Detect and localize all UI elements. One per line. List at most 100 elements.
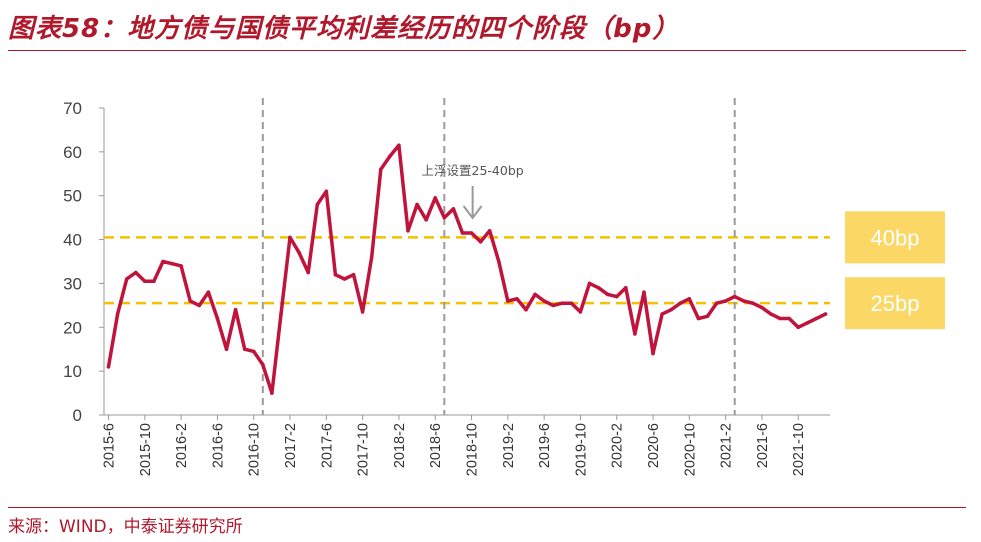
reference-lines bbox=[104, 236, 830, 305]
reference-badge bbox=[845, 211, 945, 264]
source-rule bbox=[8, 507, 966, 508]
data-point bbox=[279, 312, 283, 316]
data-point bbox=[460, 231, 465, 235]
data-point bbox=[742, 299, 746, 303]
data-point bbox=[614, 294, 619, 299]
x-tick-label: 2017-6 bbox=[319, 423, 335, 468]
series bbox=[106, 143, 828, 395]
y-tick-label: 10 bbox=[63, 362, 82, 381]
axes: 0 10 20 30 40 50 60 70 2015-6 2015-10 2016-2 2016-6… bbox=[63, 99, 830, 476]
data-point bbox=[778, 316, 782, 321]
data-point bbox=[696, 316, 701, 321]
x-tick-label: 2015-10 bbox=[138, 423, 154, 476]
data-point bbox=[469, 231, 474, 235]
x-tick-label: 2016-6 bbox=[210, 423, 226, 468]
data-point bbox=[587, 281, 592, 286]
data-point bbox=[170, 261, 174, 266]
data-point bbox=[369, 255, 374, 259]
data-point bbox=[143, 279, 147, 284]
data-point bbox=[442, 215, 447, 220]
data-point bbox=[624, 286, 628, 290]
spread-line bbox=[106, 143, 828, 395]
data-point bbox=[288, 235, 292, 240]
data-point bbox=[823, 312, 828, 316]
data-point bbox=[333, 272, 338, 277]
x-tick-label: 2021-2 bbox=[719, 423, 735, 468]
y-tick-label: 50 bbox=[63, 187, 82, 206]
data-point bbox=[270, 391, 274, 395]
data-point bbox=[687, 297, 692, 301]
data-point bbox=[651, 351, 655, 356]
title-rule bbox=[8, 50, 966, 51]
data-point bbox=[306, 270, 311, 275]
data-point bbox=[206, 290, 211, 295]
x-tick-label: 2018-10 bbox=[465, 423, 481, 476]
data-point bbox=[161, 259, 165, 264]
data-point bbox=[106, 365, 111, 369]
data-point bbox=[324, 189, 329, 194]
data-point bbox=[633, 332, 637, 336]
y-tick-label: 70 bbox=[63, 99, 82, 118]
data-point bbox=[478, 240, 483, 244]
x-tick-label: 2021-6 bbox=[755, 423, 771, 468]
data-point bbox=[406, 229, 410, 233]
data-point bbox=[152, 279, 156, 284]
data-point bbox=[714, 301, 719, 306]
data-point bbox=[451, 207, 456, 211]
x-tick-label: 2016-10 bbox=[247, 423, 263, 476]
x-tick-label: 2017-10 bbox=[356, 423, 372, 476]
data-point bbox=[197, 303, 202, 308]
data-point bbox=[497, 259, 501, 264]
data-point bbox=[397, 143, 401, 148]
reference-badge-label: 40bp bbox=[871, 225, 920, 250]
data-point bbox=[787, 316, 791, 321]
data-point bbox=[124, 277, 129, 281]
data-point bbox=[669, 307, 673, 312]
data-point bbox=[297, 250, 301, 255]
reference-badge bbox=[845, 277, 945, 330]
data-point bbox=[705, 314, 710, 319]
annotation: 上浮设置25-40bp bbox=[422, 163, 524, 220]
data-point bbox=[388, 154, 392, 158]
data-point bbox=[261, 362, 265, 367]
data-point bbox=[524, 307, 528, 312]
source-note: 来源：WIND，中泰证券研究所 bbox=[8, 517, 243, 537]
data-point bbox=[542, 299, 546, 303]
data-point bbox=[215, 316, 220, 321]
data-point bbox=[415, 202, 419, 207]
x-tick-label: 2016-2 bbox=[174, 423, 190, 468]
data-point bbox=[179, 264, 183, 268]
y-tick-label: 60 bbox=[63, 143, 82, 162]
x-tick-label: 2020-6 bbox=[646, 423, 662, 468]
data-point bbox=[379, 167, 383, 172]
data-point bbox=[487, 229, 492, 233]
data-point bbox=[233, 307, 238, 312]
data-point bbox=[814, 316, 819, 321]
data-point bbox=[315, 202, 320, 207]
data-point bbox=[351, 272, 356, 277]
x-tick-label: 2019-2 bbox=[501, 423, 517, 468]
data-point bbox=[605, 292, 610, 297]
x-tick-label: 2021-10 bbox=[791, 423, 807, 476]
data-point bbox=[551, 303, 555, 308]
annotation-arrow-head bbox=[462, 205, 483, 220]
data-point bbox=[596, 286, 601, 290]
data-point bbox=[433, 196, 438, 200]
data-point bbox=[251, 349, 256, 354]
data-point bbox=[760, 305, 764, 310]
y-tick-label: 30 bbox=[63, 274, 82, 293]
data-point bbox=[506, 299, 510, 303]
x-tick-label: 2019-10 bbox=[573, 423, 589, 476]
data-point bbox=[578, 310, 583, 314]
data-point bbox=[569, 301, 574, 306]
data-point bbox=[769, 312, 773, 316]
chart-title: 图表58：地方债与国债平均利差经历的四个阶段（bp） bbox=[8, 14, 680, 44]
data-point bbox=[678, 301, 683, 306]
data-point bbox=[360, 310, 365, 314]
data-point bbox=[642, 290, 646, 295]
data-point bbox=[224, 347, 229, 352]
data-point bbox=[660, 312, 664, 316]
y-tick-label: 40 bbox=[63, 231, 82, 250]
data-point bbox=[134, 270, 138, 275]
data-point bbox=[424, 218, 429, 222]
